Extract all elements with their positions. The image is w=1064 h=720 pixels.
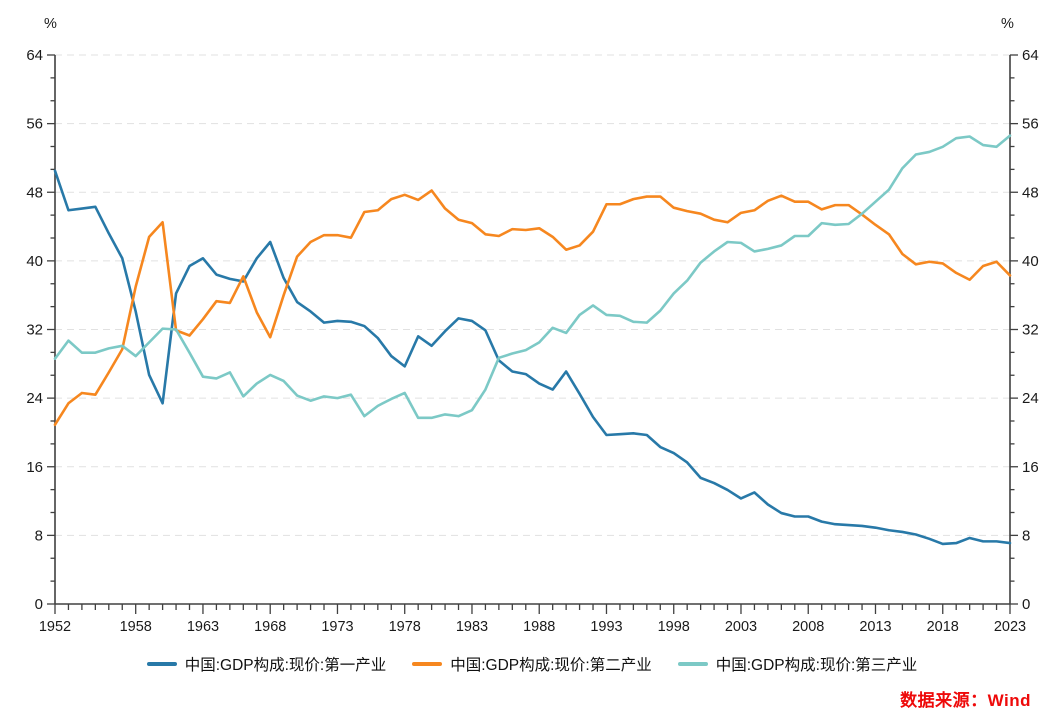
x-tick-label: 1968 bbox=[254, 619, 286, 635]
y-tick-label-left: 8 bbox=[35, 527, 43, 544]
x-tick-label: 2023 bbox=[994, 619, 1026, 635]
y-tick-label-right: 24 bbox=[1022, 390, 1039, 407]
x-tick-label: 1952 bbox=[39, 619, 71, 635]
y-tick-label-left: 32 bbox=[26, 322, 43, 339]
y-tick-label-right: 64 bbox=[1022, 47, 1039, 64]
y-tick-label-left: 56 bbox=[26, 116, 43, 133]
legend-item-primary-industry: 中国:GDP构成:现价:第一产业 bbox=[146, 653, 387, 675]
secondary-industry-swatch-icon bbox=[412, 661, 443, 667]
x-tick-label: 2008 bbox=[792, 619, 824, 635]
primary-industry-swatch-icon bbox=[146, 661, 177, 667]
x-tick-label: 1958 bbox=[120, 619, 152, 635]
legend: 中国:GDP构成:现价:第一产业 中国:GDP构成:现价:第二产业 中国:GDP… bbox=[0, 652, 1064, 676]
y-tick-label-left: 48 bbox=[26, 184, 43, 201]
x-tick-label: 1978 bbox=[389, 619, 421, 635]
x-tick-label: 1983 bbox=[456, 619, 488, 635]
legend-label-secondary-industry: 中国:GDP构成:现价:第二产业 bbox=[450, 657, 652, 674]
legend-label-tertiary-industry: 中国:GDP构成:现价:第三产业 bbox=[715, 657, 918, 674]
y-tick-label-left: 0 bbox=[35, 596, 43, 613]
line-tertiary-industry bbox=[53, 134, 1012, 420]
x-tick-label: 1993 bbox=[590, 619, 622, 635]
y-tick-label-left: 64 bbox=[26, 47, 43, 64]
y-axis-unit-left: % bbox=[44, 16, 57, 32]
y-tick-label-right: 40 bbox=[1022, 253, 1039, 270]
x-tick-label: 1963 bbox=[187, 619, 219, 635]
legend-item-tertiary-industry: 中国:GDP构成:现价:第三产业 bbox=[677, 653, 918, 675]
x-tick-label: 2013 bbox=[859, 619, 891, 635]
x-tick-label: 1973 bbox=[321, 619, 353, 635]
data-source-label: 数据来源：Wind bbox=[900, 691, 1031, 710]
x-tick-label: 2003 bbox=[725, 619, 757, 635]
plot-area: 0 0 8 8 16 16 24 24 32 32 40 40 48 48 56 56 64 64 1952 1958… bbox=[26, 47, 1039, 635]
tertiary-industry-swatch-icon bbox=[677, 661, 708, 667]
y-tick-label-left: 24 bbox=[26, 390, 43, 407]
line-primary-industry bbox=[53, 169, 1012, 546]
y-tick-label-left: 16 bbox=[26, 459, 43, 476]
x-tick-label: 2018 bbox=[927, 619, 959, 635]
y-tick-label-right: 48 bbox=[1022, 184, 1039, 201]
y-tick-label-right: 56 bbox=[1022, 116, 1039, 133]
line-secondary-industry bbox=[53, 189, 1012, 427]
y-axis-unit-right: % bbox=[1001, 16, 1014, 32]
x-tick-label: 1998 bbox=[658, 619, 690, 635]
y-tick-label-right: 8 bbox=[1022, 527, 1030, 544]
legend-label-primary-industry: 中国:GDP构成:现价:第一产业 bbox=[184, 657, 387, 674]
y-tick-label-right: 32 bbox=[1022, 322, 1039, 339]
y-tick-label-right: 16 bbox=[1022, 459, 1039, 476]
y-tick-label-left: 40 bbox=[26, 253, 43, 270]
y-tick-label-right: 0 bbox=[1022, 596, 1030, 613]
x-tick-label: 1988 bbox=[523, 619, 555, 635]
legend-item-secondary-industry: 中国:GDP构成:现价:第二产业 bbox=[412, 653, 652, 675]
